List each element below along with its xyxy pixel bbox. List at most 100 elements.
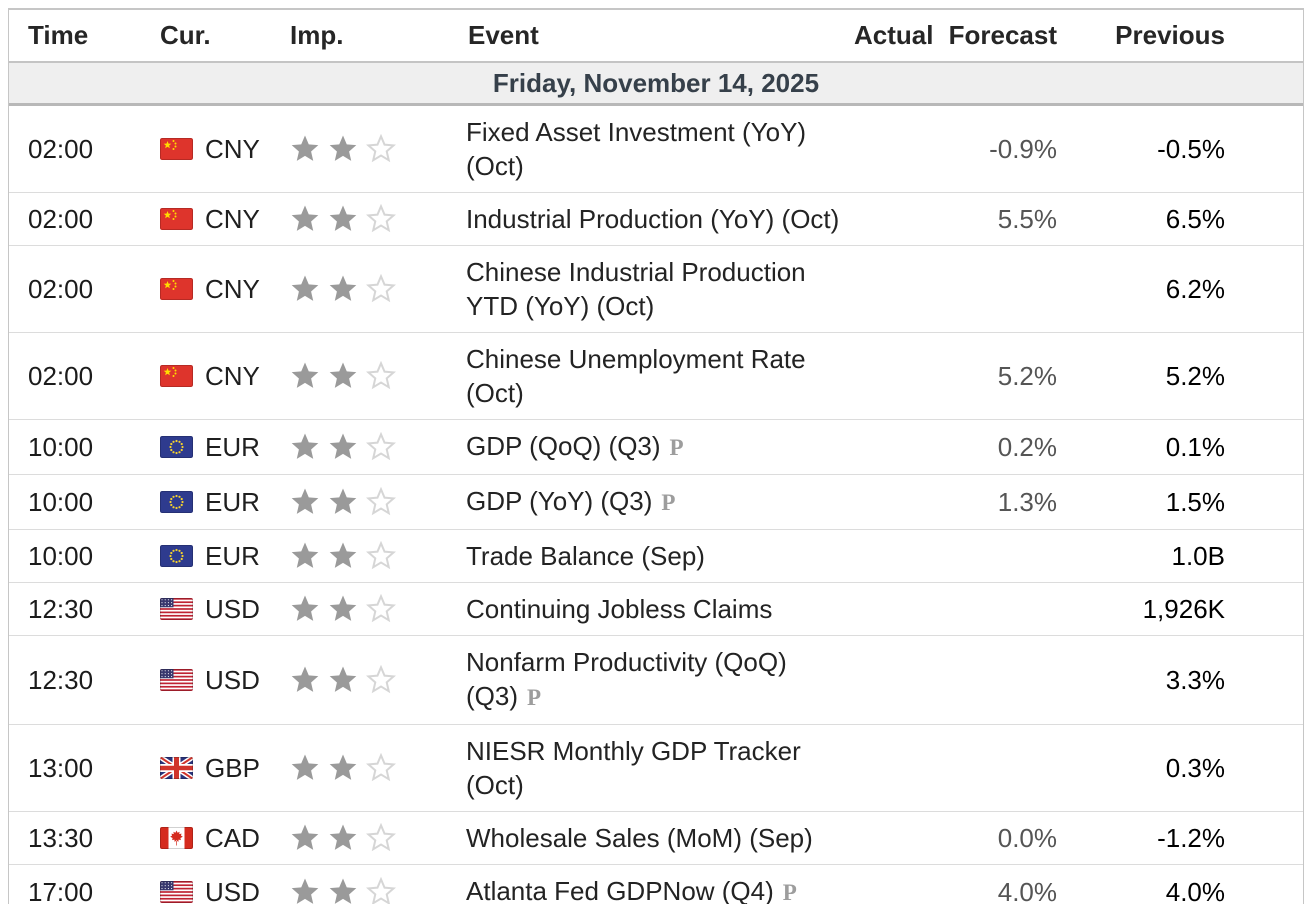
event-row[interactable]: 10:00 EUR GDP (QoQ) (Q3) P 0.2% 0.1% (9, 419, 1303, 474)
previous-value: 1.0B (1171, 540, 1226, 571)
currency-code: EUR (205, 486, 260, 517)
importance-star-filled-icon (291, 205, 319, 231)
cad-flag-icon (160, 827, 193, 849)
currency-code: CNY (205, 360, 260, 391)
importance-star-empty-icon (366, 134, 396, 163)
economic-calendar-table: Time Cur. Imp. Event Actual Forecast Pre… (8, 8, 1304, 904)
event-name-link[interactable]: Chinese Unemployment Rate (Oct) (466, 344, 806, 408)
currency-code: USD (205, 664, 260, 695)
importance-rating (285, 432, 450, 462)
currency-cell: EUR (150, 432, 285, 463)
importance-star-filled-icon (329, 433, 357, 459)
event-time: 17:00 (28, 876, 94, 904)
event-row[interactable]: 13:30 CAD Wholesale Sales (MoM) (Sep) 0.0% -… (9, 811, 1303, 864)
preliminary-icon: P (661, 490, 676, 515)
importance-star-empty-icon (366, 487, 396, 516)
column-header-event: Event (468, 20, 539, 50)
previous-value: 6.2% (1165, 273, 1225, 304)
event-row[interactable]: 10:00 EUR GDP (YoY) (Q3) P 1.3% 1.5% (9, 474, 1303, 529)
event-row[interactable]: 17:00 USD Atlanta Fed GDPNow (Q4) P 4.0% 4.0% (9, 864, 1303, 904)
event-row[interactable]: 02:00 CNY Chinese Industrial Production YT… (9, 245, 1303, 332)
previous-value: 6.5% (1165, 203, 1225, 234)
importance-star-filled-icon (291, 135, 319, 161)
event-name-link[interactable]: Wholesale Sales (MoM) (Sep) (466, 823, 813, 853)
importance-star-empty-icon (366, 823, 396, 852)
previous-value: 0.1% (1165, 431, 1225, 462)
previous-value: 1,926K (1142, 593, 1225, 624)
currency-cell: CAD (150, 823, 285, 854)
usd-flag-icon (160, 881, 193, 903)
event-row[interactable]: 10:00 EUR Trade Balance (Sep) 1.0B (9, 529, 1303, 582)
importance-rating (285, 753, 450, 783)
event-cell: Trade Balance (Sep) (450, 539, 854, 573)
importance-rating (285, 204, 450, 234)
importance-star-filled-icon (291, 362, 319, 388)
event-name-link[interactable]: Nonfarm Productivity (QoQ) (Q3) (466, 647, 787, 711)
event-name-link[interactable]: GDP (YoY) (Q3) (466, 486, 653, 516)
column-header-actual: Actual (854, 20, 934, 50)
column-header-forecast: Forecast (948, 20, 1057, 50)
event-time: 02:00 (28, 133, 94, 164)
event-time: 13:00 (28, 752, 94, 783)
date-header-label: Friday, November 14, 2025 (492, 67, 820, 98)
previous-value: 5.2% (1165, 360, 1225, 391)
event-cell: Chinese Industrial Production YTD (YoY) … (450, 255, 854, 323)
event-time: 02:00 (28, 203, 94, 234)
preliminary-icon: P (527, 685, 542, 710)
event-name-link[interactable]: Trade Balance (Sep) (466, 541, 705, 571)
event-time: 13:30 (28, 822, 94, 853)
previous-value: 4.0% (1165, 876, 1225, 904)
event-name-link[interactable]: NIESR Monthly GDP Tracker (Oct) (466, 736, 801, 800)
importance-star-empty-icon (366, 432, 396, 461)
importance-rating (285, 541, 450, 571)
importance-star-filled-icon (291, 595, 319, 621)
event-cell: Fixed Asset Investment (YoY) (Oct) (450, 115, 854, 183)
importance-star-empty-icon (366, 665, 396, 694)
currency-cell: CNY (150, 274, 285, 305)
event-name-link[interactable]: Industrial Production (YoY) (Oct) (466, 204, 840, 234)
forecast-value: 0.0% (997, 822, 1057, 853)
currency-cell: EUR (150, 487, 285, 518)
preliminary-icon: P (782, 880, 797, 904)
importance-rating (285, 487, 450, 517)
event-time: 02:00 (28, 360, 94, 391)
event-time: 10:00 (28, 486, 94, 517)
event-row[interactable]: 02:00 CNY Fixed Asset Investment (YoY) (Oc… (9, 106, 1303, 192)
usd-flag-icon (160, 669, 193, 691)
importance-rating (285, 274, 450, 304)
importance-star-filled-icon (329, 135, 357, 161)
cny-flag-icon (160, 278, 193, 300)
event-name-link[interactable]: GDP (QoQ) (Q3) (466, 431, 661, 461)
event-name-link[interactable]: Continuing Jobless Claims (466, 594, 773, 624)
forecast-value: 0.2% (997, 431, 1057, 462)
event-time: 10:00 (28, 540, 94, 571)
importance-rating (285, 823, 450, 853)
event-row[interactable]: 12:30 USD Continuing Jobless Claims 1,926K (9, 582, 1303, 635)
event-name-link[interactable]: Chinese Industrial Production YTD (YoY) … (466, 257, 806, 321)
event-rows-container: 02:00 CNY Fixed Asset Investment (YoY) (Oc… (9, 106, 1303, 904)
cny-flag-icon (160, 365, 193, 387)
column-header-currency: Cur. (160, 20, 211, 50)
event-row[interactable]: 13:00 GBP NIESR Monthly GDP Tracker (Oct) 0… (9, 724, 1303, 811)
gbp-flag-icon (160, 757, 193, 779)
previous-value: 1.5% (1165, 486, 1225, 517)
importance-star-empty-icon (366, 204, 396, 233)
event-name-link[interactable]: Fixed Asset Investment (YoY) (Oct) (466, 117, 807, 181)
importance-rating (285, 665, 450, 695)
importance-rating (285, 134, 450, 164)
event-row[interactable]: 12:30 USD Nonfarm Productivity (QoQ) (Q3) P… (9, 635, 1303, 724)
forecast-value: 1.3% (997, 486, 1057, 517)
event-cell: Industrial Production (YoY) (Oct) (450, 202, 854, 236)
forecast-value: 4.0% (997, 876, 1057, 904)
importance-star-filled-icon (329, 754, 357, 780)
column-header-previous: Previous (1115, 20, 1225, 50)
forecast-value: 5.5% (997, 203, 1057, 234)
eur-flag-icon (160, 491, 193, 513)
importance-star-empty-icon (366, 541, 396, 570)
event-cell: Wholesale Sales (MoM) (Sep) (450, 821, 854, 855)
event-row[interactable]: 02:00 CNY Industrial Production (YoY) (Oct… (9, 192, 1303, 245)
importance-star-filled-icon (329, 362, 357, 388)
event-row[interactable]: 02:00 CNY Chinese Unemployment Rate (Oct) 5… (9, 332, 1303, 419)
event-name-link[interactable]: Atlanta Fed GDPNow (Q4) (466, 876, 774, 904)
column-header-time: Time (28, 20, 89, 50)
